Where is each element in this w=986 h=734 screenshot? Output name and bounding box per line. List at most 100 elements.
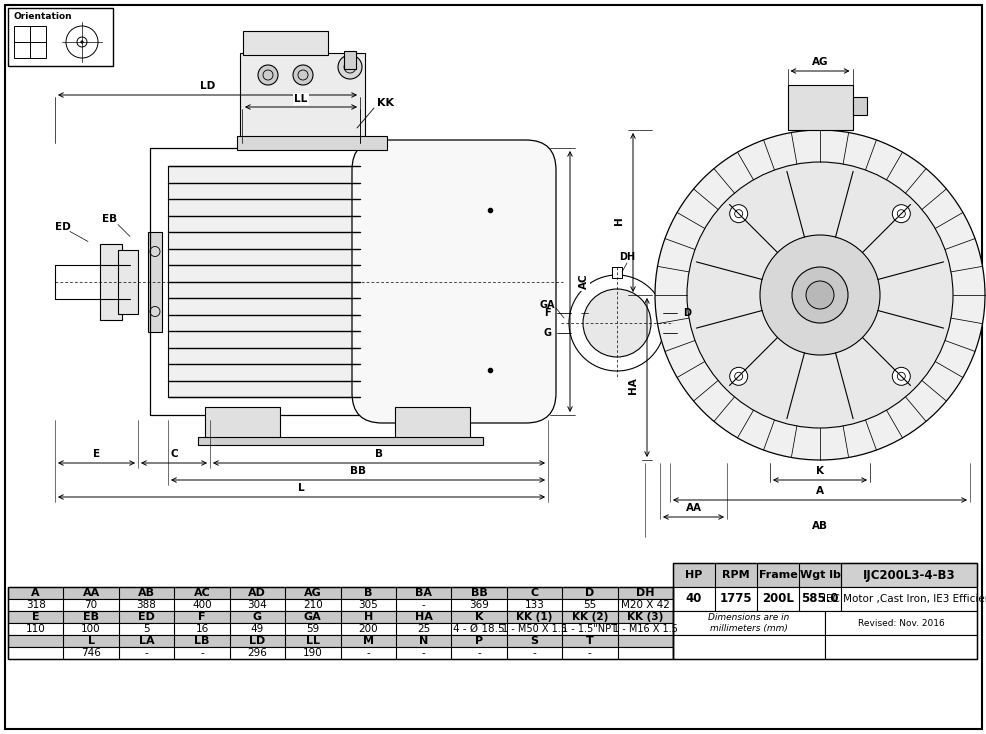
Circle shape <box>583 289 651 357</box>
Bar <box>8 647 672 659</box>
Text: ED: ED <box>55 222 71 231</box>
Text: 388: 388 <box>136 600 157 610</box>
Bar <box>8 587 672 659</box>
Text: AA: AA <box>83 588 100 598</box>
Text: DH: DH <box>635 588 654 598</box>
Text: 100: 100 <box>81 624 101 634</box>
Text: 296: 296 <box>247 648 267 658</box>
Text: K: K <box>474 612 483 622</box>
Text: GA: GA <box>538 300 554 310</box>
Text: 210: 210 <box>303 600 322 610</box>
Text: 190: 190 <box>303 648 322 658</box>
Text: -: - <box>532 648 535 658</box>
Text: 746: 746 <box>81 648 101 658</box>
Text: -: - <box>476 648 480 658</box>
Bar <box>150 148 360 415</box>
Text: -: - <box>421 648 425 658</box>
Bar <box>824 611 976 635</box>
Circle shape <box>257 65 278 85</box>
Text: Wgt lb: Wgt lb <box>799 570 840 580</box>
Text: G: G <box>542 328 550 338</box>
Text: Orientation: Orientation <box>13 12 72 21</box>
Circle shape <box>791 267 847 323</box>
Bar <box>672 635 824 659</box>
Text: 1 - M50 X 1.5: 1 - M50 X 1.5 <box>502 624 566 634</box>
Text: L: L <box>88 636 95 646</box>
Text: C: C <box>529 588 538 598</box>
Text: -: - <box>200 648 204 658</box>
Text: AB: AB <box>811 521 827 531</box>
Text: 5: 5 <box>143 624 150 634</box>
Text: 200L: 200L <box>761 592 793 606</box>
Text: N: N <box>419 636 428 646</box>
Text: H: H <box>613 217 623 225</box>
Text: F: F <box>198 612 205 622</box>
Bar <box>8 623 672 635</box>
Text: G: G <box>252 612 261 622</box>
Text: ED: ED <box>138 612 155 622</box>
Text: H: H <box>363 612 373 622</box>
Bar <box>8 8 112 66</box>
Text: 16: 16 <box>195 624 208 634</box>
Bar <box>344 51 356 69</box>
Text: BB: BB <box>350 466 366 476</box>
Text: LD: LD <box>200 81 215 91</box>
Text: HA: HA <box>414 612 432 622</box>
Text: 4 - Ø 18.5: 4 - Ø 18.5 <box>453 624 505 634</box>
Text: 585.0: 585.0 <box>801 592 838 606</box>
Circle shape <box>81 41 83 43</box>
Text: 400: 400 <box>192 600 212 610</box>
Bar <box>611 267 621 278</box>
Bar <box>852 97 866 115</box>
Text: LA: LA <box>139 636 154 646</box>
Text: AD: AD <box>248 588 266 598</box>
Text: K: K <box>815 466 823 476</box>
Bar <box>394 407 469 439</box>
Circle shape <box>891 205 909 222</box>
Text: IEC Motor ,Cast Iron, IE3 Efficient: IEC Motor ,Cast Iron, IE3 Efficient <box>822 594 986 604</box>
Text: 59: 59 <box>306 624 319 634</box>
Text: LL: LL <box>294 94 308 104</box>
Bar <box>672 563 976 587</box>
Bar <box>118 250 138 313</box>
Text: AC: AC <box>579 274 589 289</box>
Bar <box>787 85 852 130</box>
Text: F: F <box>543 308 550 318</box>
Text: LB: LB <box>194 636 209 646</box>
Text: EB: EB <box>103 214 117 225</box>
Text: D: D <box>585 588 594 598</box>
Circle shape <box>655 130 984 460</box>
Bar <box>14 26 46 58</box>
Text: M20 X 42: M20 X 42 <box>620 600 669 610</box>
Text: T: T <box>586 636 594 646</box>
Text: P: P <box>474 636 482 646</box>
Text: 25: 25 <box>416 624 430 634</box>
Text: 200: 200 <box>358 624 378 634</box>
Bar <box>8 611 672 623</box>
Bar <box>237 136 387 150</box>
Text: 1775: 1775 <box>719 592 751 606</box>
Text: -: - <box>421 600 425 610</box>
Bar <box>672 563 976 659</box>
Text: L: L <box>298 483 305 493</box>
Text: -: - <box>366 648 370 658</box>
Text: GA: GA <box>304 612 321 622</box>
Text: BB: BB <box>470 588 487 598</box>
Text: 304: 304 <box>247 600 267 610</box>
Text: AC: AC <box>193 588 210 598</box>
Text: 70: 70 <box>85 600 98 610</box>
Text: AA: AA <box>685 503 701 513</box>
Bar <box>824 635 976 659</box>
Circle shape <box>729 367 747 385</box>
Circle shape <box>293 65 313 85</box>
Text: 133: 133 <box>524 600 544 610</box>
Bar <box>8 587 672 599</box>
Text: 318: 318 <box>26 600 45 610</box>
Bar <box>198 437 482 445</box>
Text: Dimensions are in
millimeters (mm): Dimensions are in millimeters (mm) <box>708 614 789 633</box>
Text: AG: AG <box>810 57 827 67</box>
Text: 305: 305 <box>358 600 378 610</box>
Text: IJC200L3-4-B3: IJC200L3-4-B3 <box>862 569 954 581</box>
Bar <box>840 563 976 587</box>
Text: KK: KK <box>376 98 393 108</box>
